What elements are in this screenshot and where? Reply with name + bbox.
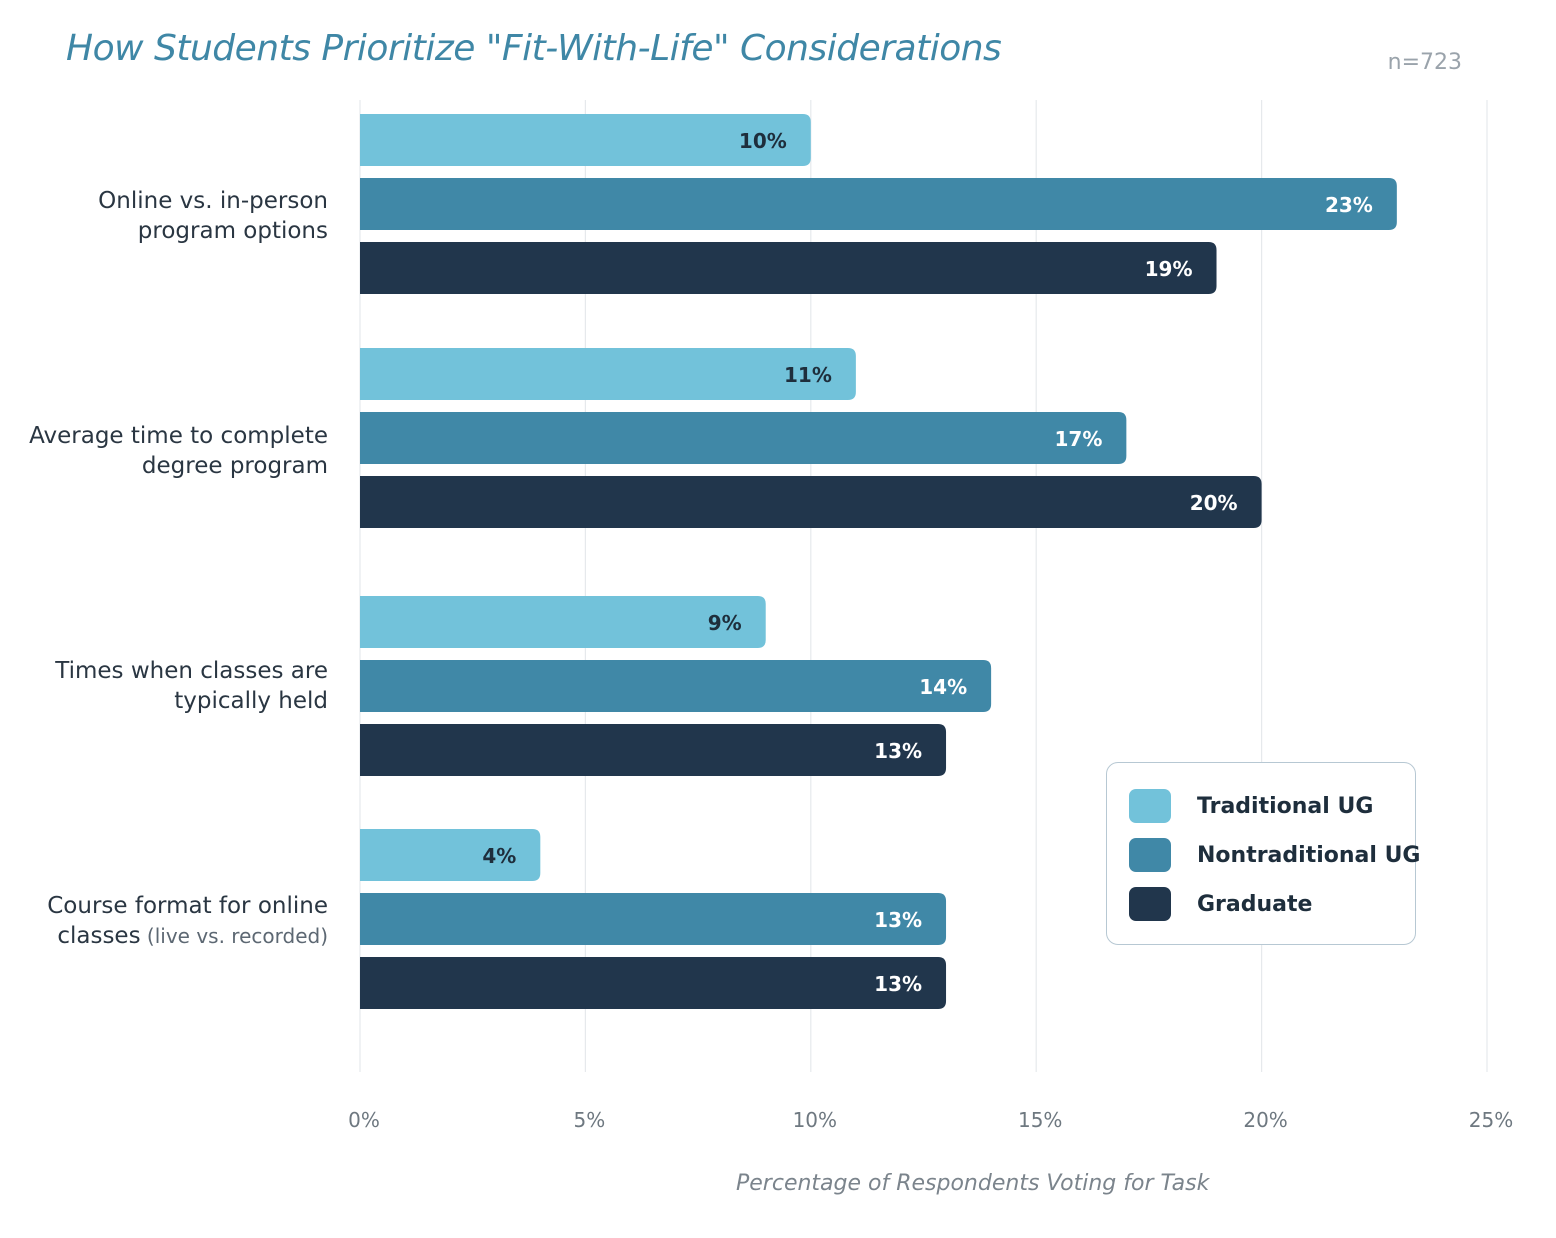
- bar-value-label: 13%: [874, 972, 922, 996]
- category-label-line2: program options: [138, 218, 328, 244]
- category-label-line1: Average time to complete: [29, 423, 328, 449]
- legend-item-graduate: Graduate: [1129, 887, 1312, 921]
- bar-value-label: 17%: [1054, 427, 1102, 451]
- bar-traditional-ug-1: [360, 348, 856, 400]
- legend: Traditional UG Nontraditional UG Graduat…: [1106, 762, 1421, 945]
- category-label-line1: Times when classes are: [54, 658, 328, 684]
- x-axis-label: Percentage of Respondents Voting for Tas…: [736, 1171, 1210, 1196]
- bar-traditional-ug-2: [360, 596, 766, 648]
- bar-nontraditional-ug-3: [360, 893, 947, 945]
- bar-graduate-2: [360, 724, 947, 776]
- bar-value-label: 4%: [482, 844, 516, 868]
- x-tick-label: 0%: [348, 1108, 380, 1132]
- legend-label-nontraditional-ug: Nontraditional UG: [1197, 842, 1421, 868]
- sample-size-label: n=723: [1387, 50, 1462, 75]
- x-tick-label: 20%: [1243, 1108, 1287, 1132]
- bar-graduate-3: [360, 957, 947, 1009]
- bar-graduate-1: [360, 476, 1262, 528]
- legend-label-traditional-ug: Traditional UG: [1197, 793, 1374, 819]
- bar-value-label: 13%: [874, 739, 922, 763]
- x-tick-label: 10%: [793, 1108, 837, 1132]
- category-label-line2: classes (live vs. recorded): [57, 923, 328, 949]
- bar-value-label: 10%: [739, 129, 787, 153]
- bar-value-label: 20%: [1190, 491, 1238, 515]
- x-tick-label: 15%: [1018, 1108, 1062, 1132]
- bar-value-label: 9%: [708, 611, 742, 635]
- category-label-line1: Course format for online: [47, 893, 328, 919]
- bar-nontraditional-ug-0: [360, 178, 1397, 230]
- bar-value-label: 19%: [1145, 257, 1193, 281]
- x-tick-label: 5%: [574, 1108, 606, 1132]
- legend-swatch-traditional-ug: [1129, 789, 1171, 823]
- legend-item-traditional-ug: Traditional UG: [1129, 789, 1373, 823]
- legend-label-graduate: Graduate: [1197, 891, 1313, 917]
- bar-nontraditional-ug-2: [360, 660, 992, 712]
- legend-swatch-nontraditional-ug: [1129, 838, 1171, 872]
- category-label-line2: typically held: [174, 688, 328, 714]
- bar-graduate-0: [360, 242, 1217, 294]
- bar-value-label: 11%: [784, 363, 832, 387]
- bar-traditional-ug-3: [360, 829, 541, 881]
- bar-value-label: 23%: [1325, 193, 1373, 217]
- bar-value-label: 13%: [874, 908, 922, 932]
- bar-value-label: 14%: [919, 675, 967, 699]
- legend-swatch-graduate: [1129, 887, 1171, 921]
- category-note: (live vs. recorded): [141, 924, 328, 948]
- chart-title: How Students Prioritize "Fit-With-Life" …: [66, 28, 1002, 69]
- bar-traditional-ug-0: [360, 114, 811, 166]
- x-tick-label: 25%: [1469, 1108, 1513, 1132]
- bar-nontraditional-ug-1: [360, 412, 1127, 464]
- category-label-line2: degree program: [142, 453, 328, 479]
- category-label-line1: Online vs. in-person: [98, 188, 328, 214]
- legend-item-nontraditional-ug: Nontraditional UG: [1129, 838, 1421, 872]
